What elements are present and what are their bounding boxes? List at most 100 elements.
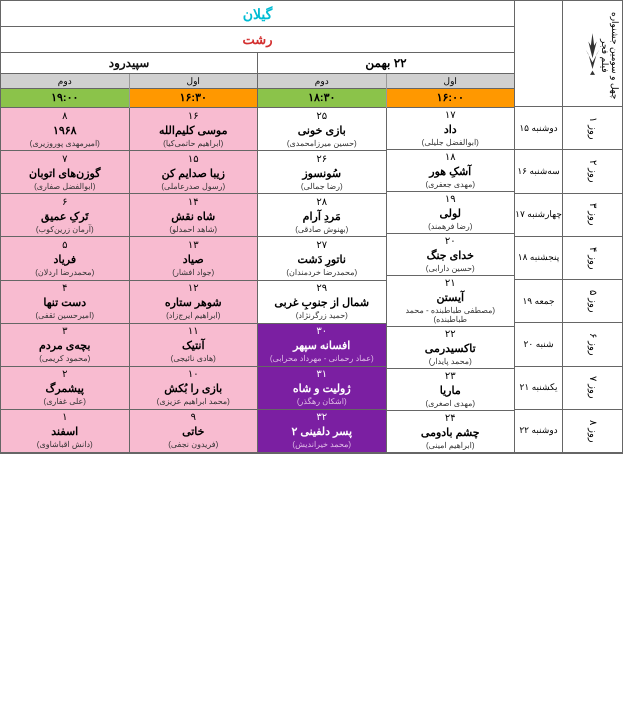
day-label: روز ۷	[563, 367, 622, 410]
film-director: (امیرمهدی پوروزیری)	[30, 139, 100, 148]
screen-time: ۱۹:۰۰	[1, 89, 129, 108]
festival-title: چهل و سومین جشنواره فیلم فجر	[600, 11, 620, 101]
film-cell: ۲۰خدای جنگ(حسین دارابی)	[387, 234, 515, 276]
day-labels: روز ۱روز ۲روز ۳روز ۴روز ۵روز ۶روز ۷روز ۸	[563, 107, 622, 453]
film-number: ۲۳	[445, 371, 456, 382]
film-number: ۲۲	[445, 329, 456, 340]
film-director: (محمد پایدار)	[429, 357, 472, 366]
film-director: (حسین میرزامحمدی)	[287, 139, 357, 148]
film-cell: ۲۲ تاکسیدرمی (محمد پایدار)	[387, 327, 515, 369]
film-director: (ابراهیم حاتمی‌کیا)	[163, 139, 223, 148]
film-title: افسانه سپهر	[293, 339, 350, 352]
film-director: (مصطفی طباطبنده - محمد طباطبنده)	[389, 306, 513, 324]
film-title: پیشمرگ	[46, 382, 84, 395]
film-title: اسفند	[51, 425, 78, 438]
film-director: (دانش اقباشاوی)	[37, 440, 93, 449]
film-director: (عماد رحمانی - مهرداد محرابی)	[270, 354, 374, 363]
film-number: ۲۴	[445, 413, 456, 424]
film-director: (امیرحسین ثقفی)	[36, 311, 94, 320]
film-title: ناتورِ دَشت	[298, 253, 346, 266]
film-director: (رضا جمالی)	[301, 182, 343, 191]
film-number: ۲	[62, 369, 67, 380]
film-number: ۲۶	[316, 154, 327, 165]
film-director: (مهدی جعفری)	[426, 180, 476, 189]
film-director: (فریدون نجفی)	[168, 440, 218, 449]
film-cell: ۲۹شمال از جنوبِ غربی(حمید زرگرنژاد)	[258, 281, 386, 324]
grid-column: ۱۷ داد (ابوالفضل جلیلی) ۱۸ آشکِ هور (مهدی جعف…	[386, 108, 515, 453]
film-cell: ۲پیشمرگ(علی غفاری)	[1, 367, 129, 410]
province-header: گیلان	[1, 1, 514, 27]
film-title: ۱۹۶۸	[53, 124, 77, 137]
film-cell: ۱۵زیبا صدایم کن(رسول صدرعاملی)	[130, 151, 258, 194]
film-title: بچه‌ی مردم	[39, 339, 90, 352]
film-cell: ۱۴شاه نقش(شاهد احمدلو)	[130, 194, 258, 237]
film-title: تاکسیدرمی	[425, 342, 476, 355]
film-director: (رسول صدرعاملی)	[161, 182, 225, 191]
film-grid: ۱۷ داد (ابوالفضل جلیلی) ۱۸ آشکِ هور (مهدی جعف…	[1, 108, 514, 453]
film-cell: ۲۶سُونسوز(رضا جمالی)	[258, 151, 386, 194]
film-number: ۱۷	[445, 110, 456, 121]
film-cell: ۳۰افسانه سپهر(عماد رحمانی - مهرداد محراب…	[258, 324, 386, 367]
film-title: داد	[444, 123, 457, 136]
film-cell: ۱ اسفند (دانش اقباشاوی)	[1, 410, 129, 453]
film-cell: ۱۱آنتیک(هادی نائیجی)	[130, 324, 258, 367]
date-spacer	[515, 1, 562, 107]
film-number: ۲۹	[316, 283, 327, 294]
film-number: ۱۸	[445, 152, 456, 163]
film-title: دست تنها	[43, 296, 86, 309]
film-title: مَردِ آرام	[303, 210, 341, 223]
film-cell: ۳ بچه‌ی مردم (محمود کریمی)	[1, 324, 129, 367]
film-number: ۲۷	[316, 240, 327, 251]
film-title: خدای جنگ	[427, 249, 474, 262]
screen-time: ۱۶:۳۰	[130, 89, 258, 108]
film-director: (ابوالفضل صفاری)	[34, 182, 95, 191]
venue-sepidroud: سپیدرود	[1, 53, 257, 74]
film-cell: ۱۰بازی را بُکش(محمد ابراهیم عزیزی)	[130, 367, 258, 410]
screen-label: دوم	[258, 74, 386, 89]
film-title: بازی خونی	[298, 124, 346, 137]
film-cell: ۲۸مَردِ آرام(بهنوش صادقی)	[258, 194, 386, 237]
film-title: ژولیت و شاه	[293, 382, 351, 395]
film-number: ۱	[62, 412, 67, 423]
film-cell: ۸۱۹۶۸(امیرمهدی پوروزیری)	[1, 108, 129, 151]
grid-column: ۱۶موسی کلیم‌الله(ابراهیم حاتمی‌کیا)۱۵زیب…	[129, 108, 258, 453]
film-director: (محمدرضا خردمندان)	[286, 268, 357, 277]
film-director: (جواد افشار)	[172, 268, 214, 277]
date-cell: شنبه ۲۰	[515, 323, 562, 366]
film-cell: ۱۷ داد (ابوالفضل جلیلی)	[387, 108, 515, 150]
date-cell: سه‌شنبه ۱۶	[515, 150, 562, 193]
screen-time: ۱۶:۰۰	[387, 89, 515, 108]
film-number: ۲۸	[316, 197, 327, 208]
film-director: (محمود کریمی)	[39, 354, 90, 363]
film-cell: ۵فریاد(محمدرضا اردلان)	[1, 237, 129, 280]
film-number: ۱۴	[188, 197, 199, 208]
film-cell: ۱۶موسی کلیم‌الله(ابراهیم حاتمی‌کیا)	[130, 108, 258, 151]
film-number: ۱۱	[188, 326, 199, 337]
film-number: ۳	[62, 326, 67, 337]
film-cell: ۲۳ ماریا (مهدی اصغری)	[387, 369, 515, 411]
film-title: آشکِ هور	[429, 165, 471, 178]
main-grid: گیلان رشت ۲۲ بهمن سپیدرود اول۱۶:۰۰دوم۱۸:…	[1, 1, 514, 453]
film-title: ماریا	[440, 384, 461, 397]
film-number: ۱۰	[188, 369, 199, 380]
screen-label: اول	[387, 74, 515, 89]
film-director: (ابوالفضل جلیلی)	[422, 138, 479, 147]
film-number: ۹	[191, 412, 196, 423]
film-director: (آرمان زرین‌کوب)	[36, 225, 94, 234]
film-title: آنتیک	[182, 339, 205, 352]
film-number: ۱۵	[188, 154, 199, 165]
film-title: شوهر ستاره	[165, 296, 222, 309]
film-director: (ابراهیم امینی)	[426, 441, 475, 450]
film-number: ۲۰	[445, 236, 456, 247]
day-label: روز ۲	[563, 150, 622, 193]
film-cell: ۷گوزن‌های اتوبان(ابوالفضل صفاری)	[1, 151, 129, 194]
film-director: (اشکان رهگذر)	[297, 397, 347, 406]
film-director: (رضا فرهمند)	[428, 222, 472, 231]
film-director: (ابراهیم ایرج‌زاد)	[166, 311, 220, 320]
film-director: (حمید زرگرنژاد)	[296, 311, 348, 320]
film-director: (مهدی اصغری)	[425, 399, 475, 408]
venue-name: سپیدرود	[1, 53, 257, 74]
film-title: تَرکِ عمیق	[41, 210, 88, 223]
film-title: شاه نقش	[171, 210, 215, 223]
date-cell: جمعه ۱۹	[515, 280, 562, 323]
